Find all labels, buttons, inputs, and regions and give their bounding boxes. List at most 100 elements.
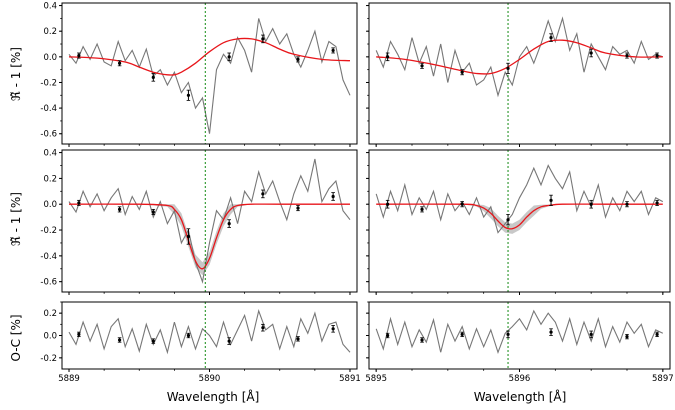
plot-frame [368,301,671,370]
binned-point [589,202,593,206]
binned-point [186,93,191,97]
y-tick-label: 0.2 [43,27,57,37]
binned-point [655,53,659,58]
ylabel-bottom: O-C [%] [9,314,23,361]
raw-spectrum-line [68,158,351,284]
plot-area [68,302,351,369]
binned-point [549,330,553,334]
binned-point [386,202,390,206]
y-tick-label: -0.6 [40,278,57,288]
x-tick-label: 5895 [365,374,387,384]
model-fit-line [376,39,663,75]
binned-point [186,333,191,338]
model-uncertainty-band [376,204,663,234]
y-tick-label: -0.2 [40,354,57,364]
binned-point [77,332,81,336]
ylabel-top: ℜ̃ - 1 [%] [9,47,23,101]
binned-point [261,37,265,41]
plot-area [375,3,663,144]
plot-area [375,302,664,369]
panel-mid-left: 0.4 0.2 0.0 -0.2 -0.4 -0.6 [40,149,358,295]
model-uncertainty-band [69,204,350,276]
binned-point [420,64,424,68]
binned-point [460,332,464,336]
y-tick-label: 0.2 [43,174,57,184]
binned-point [77,53,81,58]
y-tick-label: 0.4 [43,2,57,12]
panel-top-left: 0.4 0.2 0.0 -0.2 -0.4 -0.6 [40,2,358,147]
raw-spectrum-line [375,164,664,234]
binned-point [460,70,464,74]
binned-point [331,194,335,199]
y-tick-label: 0.0 [43,332,57,342]
x-tick-label: 5897 [652,374,674,384]
model-fit-line [68,203,350,270]
binned-point [589,51,593,55]
y-tick-label: 0.0 [43,53,57,63]
y-tick-label: 0.4 [43,149,57,159]
plot-area [375,150,664,292]
panel-top-right [366,2,671,147]
panel-bottom-right: 5895 5896 5897 [365,301,674,384]
binned-point [506,332,510,336]
y-tick-label: 0.2 [43,309,57,319]
binned-point [506,218,510,222]
y-tick-label: -0.6 [40,130,57,140]
x-tick-label: 5891 [339,374,361,384]
raw-spectrum-line [68,308,351,355]
y-tick-label: 0.0 [43,200,57,210]
binned-point [420,338,424,342]
binned-point [625,202,629,206]
y-tick-label: -0.4 [40,252,57,262]
binned-point [117,338,122,342]
binned-point [261,192,265,196]
plot-frame [368,2,671,145]
binned-point [261,326,265,330]
x-tick-label: 5889 [58,374,80,384]
model-fit-line [376,203,663,230]
model-fit-line [68,37,351,76]
binned-point [296,57,300,62]
binned-point [386,55,390,59]
binned-point [151,210,155,214]
binned-point [77,201,81,205]
y-tick-label: -0.2 [40,78,57,88]
binned-point [655,201,659,205]
binned-point [227,221,231,226]
x-tick-label: 5890 [199,374,221,384]
binned-point [506,66,510,70]
binned-point [296,206,300,210]
binned-point [227,55,231,59]
binned-point [625,335,629,339]
x-tick-label: 5896 [509,374,531,384]
xlabel-right: Wavelength [Å] [474,389,567,404]
xlabel-left: Wavelength [Å] [167,389,260,404]
raw-spectrum-line [375,16,663,98]
binned-point [420,207,424,211]
y-tick-label: -0.2 [40,226,57,236]
binned-point [331,327,335,331]
y-tick-label: -0.4 [40,104,57,114]
binned-point [460,202,464,206]
panel-mid-right [366,149,671,295]
raw-spectrum-line [375,309,664,354]
binned-point [655,332,659,336]
ylabel-mid: ℜ̃ - 1 [%] [9,192,23,246]
raw-spectrum-line [68,18,351,134]
binned-point [151,339,155,343]
binned-point [117,61,122,65]
plot-frame [61,2,358,145]
binned-point [151,75,155,79]
binned-point [386,333,390,338]
binned-point [331,48,335,53]
binned-point [625,53,629,58]
binned-point [117,207,122,211]
binned-point [186,234,191,239]
binned-point [589,332,593,336]
binned-point [296,337,300,341]
binned-point [549,198,553,202]
plot-area [68,3,351,144]
plot-area [68,150,351,292]
